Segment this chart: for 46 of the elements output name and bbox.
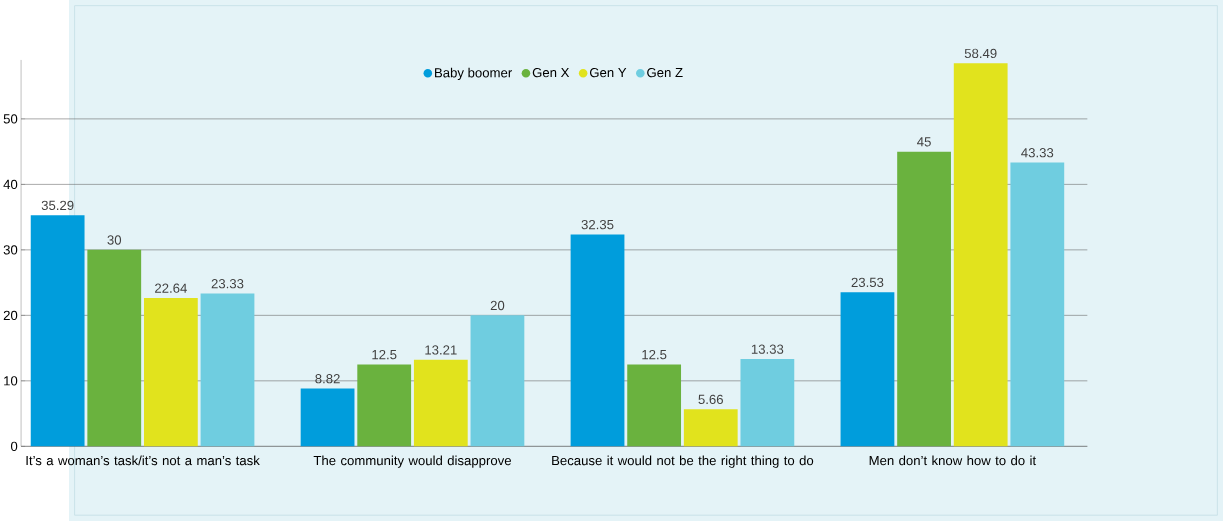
data-label: 13.33 [751,344,784,354]
bar [87,249,142,447]
bar [740,359,795,447]
bar [300,388,355,447]
data-label: 35.29 [41,200,74,211]
data-label: 12.5 [642,349,667,360]
data-label: 32.35 [581,220,614,230]
bar [470,315,525,447]
y-tick-label: 30 [3,245,18,255]
data-label: 8.82 [315,374,340,384]
bar [953,63,1008,447]
data-label: 45 [917,137,931,147]
data-label: 5.66 [698,394,723,405]
data-label: 13.21 [425,345,457,355]
legend-label: Gen X [532,67,570,78]
bar [627,364,682,447]
data-label: 22.64 [155,283,187,293]
x-tick-label: Men don’t know how to do it [869,455,1037,466]
bar [30,215,85,447]
legend-label: Gen Z [647,67,683,78]
y-tick-label: 50 [3,114,18,124]
x-tick-label: The community would disapprove [313,455,511,468]
bar [897,151,951,447]
y-tick-label: 10 [4,376,18,386]
bar [413,359,468,447]
bar [200,293,255,447]
data-label: 30 [107,235,122,245]
data-label: 12.5 [372,349,397,360]
y-tick-label: 40 [3,179,18,190]
legend-label: Baby boomer [435,67,513,81]
bar [1010,162,1065,447]
data-label: 58.49 [964,48,997,59]
legend-label: Gen Y [589,67,627,78]
bar [357,364,412,447]
data-label: 20 [490,300,505,311]
x-tick-label: Because it would not be the right thing to do [552,455,814,468]
x-tick-label: It’s a woman’s task/it’s not a man’s task [26,455,260,466]
y-tick-label: 20 [3,310,18,321]
data-label: 23.53 [851,277,884,288]
bar [840,292,895,447]
bar [683,409,738,447]
data-label: 43.33 [1021,148,1054,158]
y-tick-label: 0 [10,441,18,452]
data-label: 23.33 [211,279,244,289]
bar [143,298,198,447]
bar [570,234,625,447]
